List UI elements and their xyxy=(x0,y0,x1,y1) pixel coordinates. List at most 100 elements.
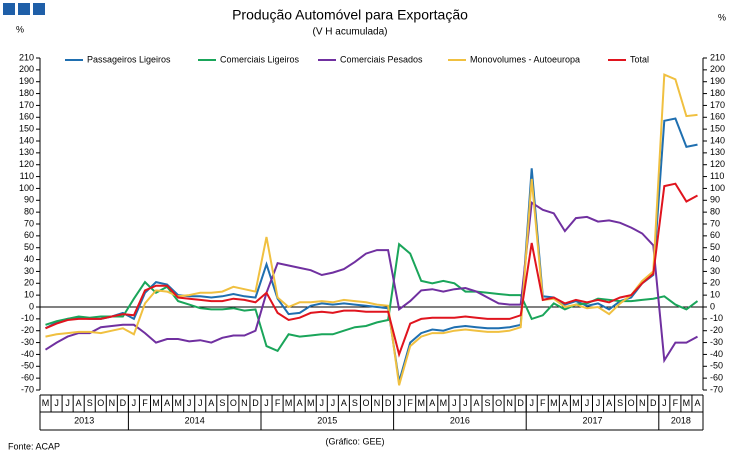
series-line xyxy=(45,182,698,358)
y2-tick-label: 210 xyxy=(710,52,725,62)
y-tick-label: -20 xyxy=(21,325,34,335)
y2-tick-label: 170 xyxy=(710,100,725,110)
y2-tick-label: -70 xyxy=(710,384,723,394)
x-tick-label: O xyxy=(97,398,104,408)
x-tick-label: O xyxy=(362,398,369,408)
y-tick-label: 90 xyxy=(24,195,34,205)
y2-tick-label: 30 xyxy=(710,266,720,276)
y-tick-label: 160 xyxy=(19,112,34,122)
y-tick-label: 150 xyxy=(19,124,34,134)
x-tick-label: M xyxy=(440,398,448,408)
series-line xyxy=(44,200,698,364)
y-tick-label: 190 xyxy=(19,76,34,86)
x-tick-label: J xyxy=(331,398,336,408)
y-tick-label: 130 xyxy=(19,147,34,157)
y2-tick-label: 130 xyxy=(710,147,725,157)
x-tick-label: S xyxy=(352,398,358,408)
x-tick-label: J xyxy=(54,398,59,408)
source: Fonte: ACAP xyxy=(8,441,60,451)
legend-label: Comerciais Ligeiros xyxy=(220,54,300,64)
y-tick-label: 140 xyxy=(19,135,34,145)
x-tick-label: D xyxy=(650,398,657,408)
y2-tick-label: -50 xyxy=(710,361,723,371)
x-tick-label: D xyxy=(252,398,259,408)
x-tick-label: J xyxy=(187,398,192,408)
y-tick-label: 0 xyxy=(29,301,34,311)
y2-tick-label: 100 xyxy=(710,183,725,193)
x-tick-label: J xyxy=(198,398,203,408)
logo xyxy=(33,3,45,15)
x-tick-label: M xyxy=(152,398,160,408)
y-tick-label: -60 xyxy=(21,373,34,383)
x-tick-label: A xyxy=(562,398,568,408)
chart-title: Produção Automóvel para Exportação xyxy=(232,7,468,23)
y2-tick-label: 50 xyxy=(710,242,720,252)
y2-tick-label: 150 xyxy=(710,124,725,134)
x-tick-label: A xyxy=(76,398,82,408)
y-tick-label: 210 xyxy=(19,52,34,62)
x-tick-label: N xyxy=(639,398,646,408)
year-label: 2013 xyxy=(74,415,94,425)
y2-tick-label: -40 xyxy=(710,349,723,359)
x-tick-label: N xyxy=(109,398,116,408)
y-tick-label: 100 xyxy=(19,183,34,193)
year-label: 2017 xyxy=(582,415,602,425)
legend-label: Passageiros Ligeiros xyxy=(87,54,171,64)
x-tick-label: M xyxy=(307,398,315,408)
x-tick-label: A xyxy=(429,398,435,408)
y2-tick-label: 160 xyxy=(710,112,725,122)
x-tick-label: A xyxy=(341,398,347,408)
y-tick-label: 50 xyxy=(24,242,34,252)
y2-tick-label: 200 xyxy=(710,64,725,74)
x-tick-label: M xyxy=(42,398,50,408)
year-label: 2014 xyxy=(185,415,205,425)
y-tick-label: -50 xyxy=(21,361,34,371)
y-tick-label: 40 xyxy=(24,254,34,264)
y-tick-label: 110 xyxy=(20,171,34,181)
x-tick-label: F xyxy=(673,398,679,408)
x-tick-label: F xyxy=(142,398,148,408)
x-tick-label: O xyxy=(628,398,635,408)
x-tick-label: S xyxy=(219,398,225,408)
x-tick-label: F xyxy=(275,398,281,408)
y2-tick-label: 80 xyxy=(710,207,720,217)
x-tick-label: D xyxy=(517,398,524,408)
y2-axis-label: % xyxy=(718,12,726,22)
x-tick-label: S xyxy=(617,398,623,408)
x-tick-label: M xyxy=(550,398,558,408)
year-label: 2015 xyxy=(317,415,337,425)
x-tick-label: M xyxy=(683,398,691,408)
year-label: 2016 xyxy=(450,415,470,425)
y-tick-label: 30 xyxy=(24,266,34,276)
y2-tick-label: 40 xyxy=(710,254,720,264)
x-tick-label: O xyxy=(495,398,502,408)
x-tick-label: J xyxy=(65,398,70,408)
y-tick-label: -40 xyxy=(21,349,34,359)
x-tick-label: A xyxy=(208,398,214,408)
x-tick-label: F xyxy=(407,398,413,408)
y2-tick-label: 10 xyxy=(710,290,720,300)
x-tick-label: A xyxy=(473,398,479,408)
y-tick-label: 180 xyxy=(19,88,34,98)
y2-tick-label: 60 xyxy=(710,230,720,240)
y2-tick-label: 180 xyxy=(710,88,725,98)
x-tick-label: J xyxy=(529,398,534,408)
legend-label: Comerciais Pesados xyxy=(340,54,423,64)
y-tick-label: 10 xyxy=(24,290,34,300)
x-tick-label: N xyxy=(241,398,248,408)
y2-tick-label: 20 xyxy=(710,278,720,288)
x-tick-label: N xyxy=(506,398,513,408)
y-tick-label: -10 xyxy=(21,313,34,323)
x-tick-label: J xyxy=(662,398,667,408)
y-tick-label: 120 xyxy=(19,159,34,169)
x-tick-label: J xyxy=(132,398,137,408)
y2-tick-label: 110 xyxy=(710,171,724,181)
x-tick-label: A xyxy=(606,398,612,408)
x-tick-label: M xyxy=(174,398,182,408)
x-tick-label: J xyxy=(320,398,325,408)
y-tick-label: 170 xyxy=(19,100,34,110)
y-tick-label: 200 xyxy=(19,64,34,74)
x-tick-label: A xyxy=(164,398,170,408)
y-tick-label: -30 xyxy=(21,337,34,347)
x-tick-label: J xyxy=(452,398,457,408)
